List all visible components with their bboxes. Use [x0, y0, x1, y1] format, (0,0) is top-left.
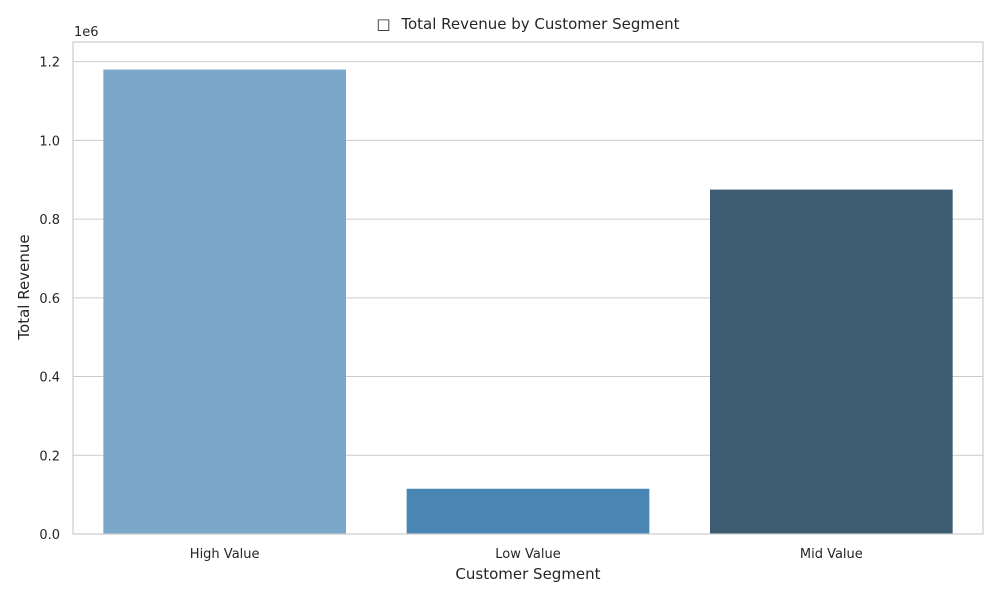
- bar-low-value: [406, 488, 650, 534]
- x-tick-label: High Value: [190, 547, 260, 562]
- y-tick-label: 0.0: [39, 528, 60, 543]
- plot-frame: [72, 41, 984, 535]
- chart-title: □ Total Revenue by Customer Segment: [376, 15, 679, 33]
- y-tick-labels: 0.0 0.2 0.4 0.6 0.8 1.0 1.2: [39, 56, 60, 543]
- x-tick-label: Mid Value: [800, 547, 863, 562]
- y-axis-label: Total Revenue: [15, 234, 33, 340]
- x-axis-label: Customer Segment: [455, 565, 600, 583]
- bar-mid-value: [710, 189, 953, 534]
- y-tick-label: 0.6: [39, 292, 60, 307]
- y-tick-label: 1.0: [39, 134, 60, 149]
- title-text: Total Revenue by Customer Segment: [400, 15, 679, 33]
- bars: [103, 69, 953, 534]
- y-tick-label: 0.2: [39, 449, 60, 464]
- y-offset-text: 1e6: [74, 25, 99, 40]
- y-tick-label: 0.8: [39, 213, 60, 228]
- y-tick-label: 0.4: [39, 371, 60, 386]
- x-tick-label: Low Value: [495, 547, 560, 562]
- title-icon: □: [376, 15, 390, 33]
- bar-high-value: [103, 69, 346, 534]
- x-tick-labels: High Value Low Value Mid Value: [190, 547, 863, 562]
- y-tick-label: 1.2: [39, 56, 60, 71]
